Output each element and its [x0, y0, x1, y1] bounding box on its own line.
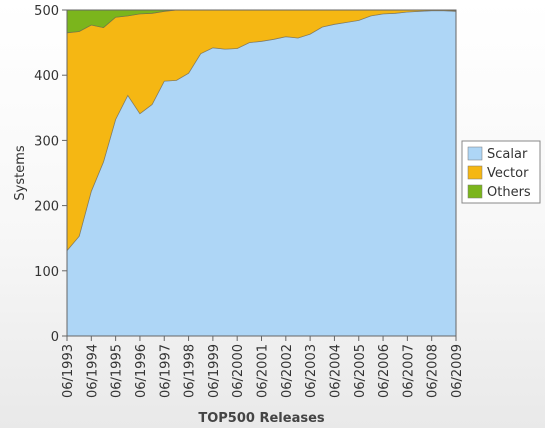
x-tick-label: 06/2008 [426, 344, 441, 398]
y-axis-title: Systems [13, 145, 28, 200]
x-tick-label: 06/2006 [377, 344, 392, 398]
x-tick-label: 06/2005 [353, 344, 368, 398]
y-tick-label: 0 [51, 330, 59, 345]
x-tick-label: 06/2004 [328, 344, 343, 398]
legend: Scalar Vector Others [461, 140, 541, 204]
series-areas [66, 9, 457, 337]
legend-label-others: Others [487, 185, 531, 200]
y-tick-label: 200 [34, 200, 59, 215]
x-tick-label: 06/1995 [110, 344, 125, 398]
legend-label-scalar: Scalar [487, 147, 528, 162]
x-tick-label: 06/2000 [231, 344, 246, 398]
x-tick-label: 06/2001 [256, 344, 271, 398]
x-tick-label: 06/2007 [401, 344, 416, 398]
x-tick-label: 06/2003 [304, 344, 319, 398]
y-tick-label: 300 [34, 134, 59, 149]
x-tick-label: 06/1997 [158, 344, 173, 398]
legend-swatch-vector [467, 165, 483, 180]
legend-label-vector: Vector [487, 166, 529, 181]
y-tick-labels: 0 100 200 300 400 500 [34, 4, 67, 345]
x-tick-label: 06/1994 [85, 344, 100, 398]
x-tick-label: 06/2009 [450, 344, 465, 398]
y-tick-label: 100 [34, 265, 59, 280]
x-tick-label: 06/1996 [134, 344, 149, 398]
y-tick-label: 400 [34, 69, 59, 84]
x-tick-labels: 06/1993 06/1994 06/1995 06/1996 06/1997 06/19… [61, 336, 465, 398]
x-axis-title: TOP500 Releases [198, 411, 325, 426]
x-tick-label: 06/1998 [183, 344, 198, 398]
x-tick-label: 06/1993 [61, 344, 76, 398]
legend-swatch-others [467, 184, 483, 199]
x-tick-label: 06/1999 [207, 344, 222, 398]
legend-swatch-scalar [467, 146, 483, 161]
x-tick-label: 06/2002 [280, 344, 295, 398]
y-tick-label: 500 [34, 4, 59, 19]
